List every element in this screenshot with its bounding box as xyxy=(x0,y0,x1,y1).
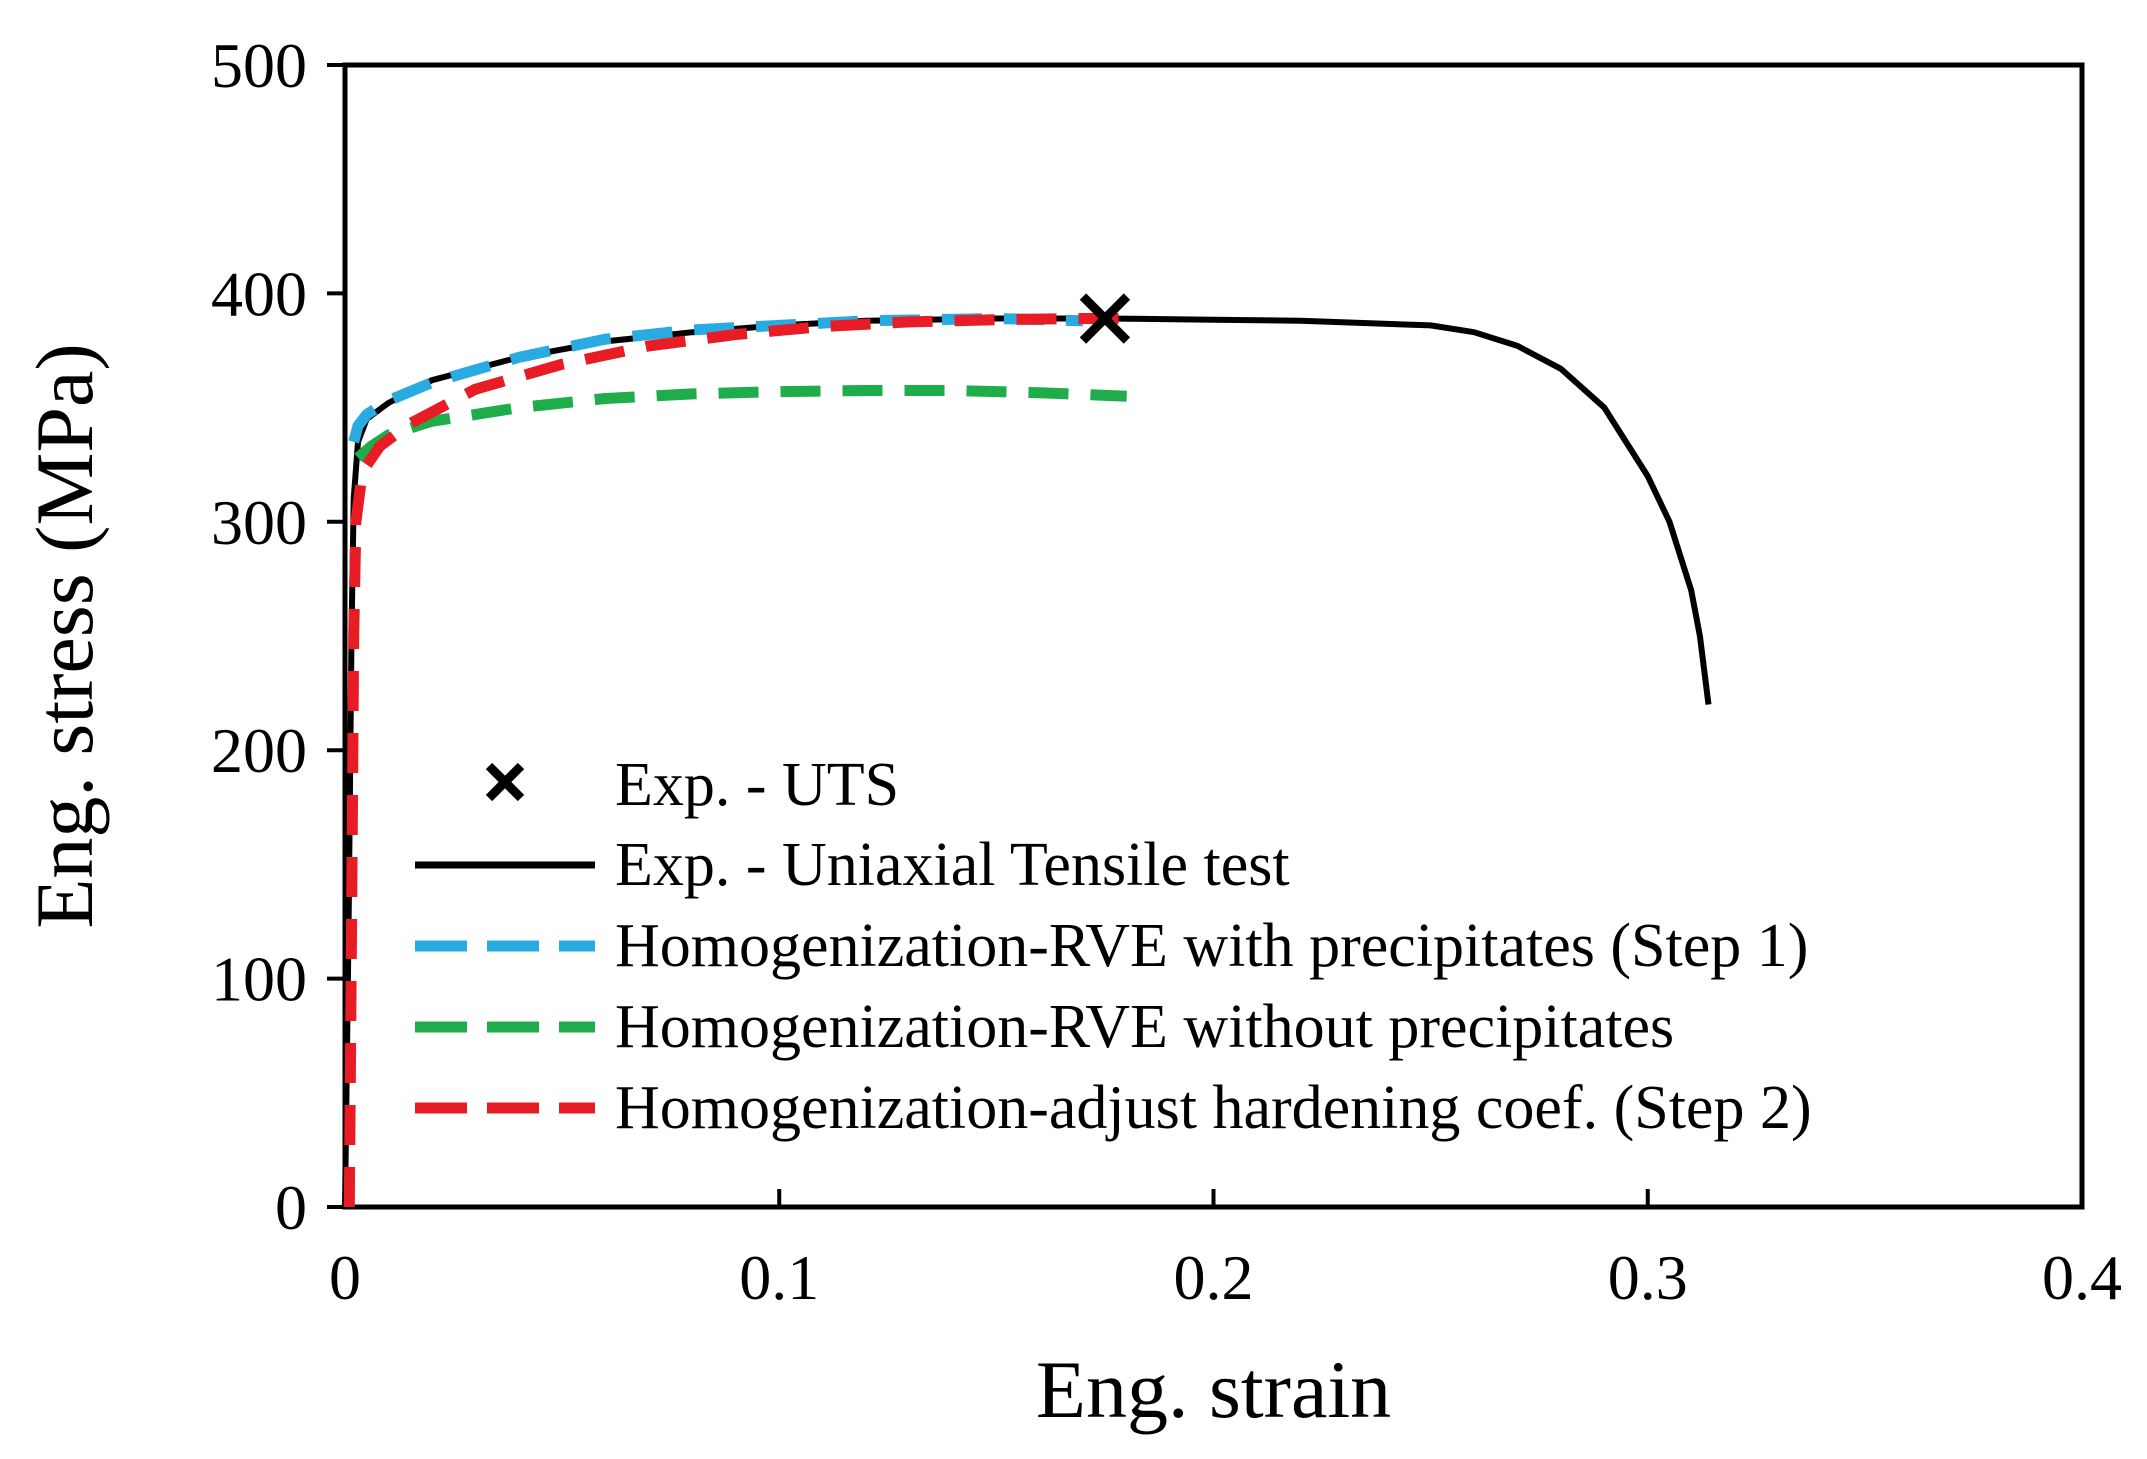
y-tick-label: 200 xyxy=(211,715,307,786)
x-tick-label: 0 xyxy=(329,1242,361,1313)
legend-label-name: Exp. - Uniaxial Tensile test xyxy=(615,831,1290,899)
legend-label-name: Homogenization-RVE with precipitates xyxy=(615,912,1595,980)
legend-label: Exp. - Uniaxial Tensile test xyxy=(615,831,1290,899)
x-tick-label: 0.1 xyxy=(739,1242,819,1313)
series-homogenization-rve-without-precipitates-line xyxy=(354,385,1127,462)
x-tick-label: 0.2 xyxy=(1174,1242,1254,1313)
legend-item-homogenization-rve-without-precipitates: Homogenization-RVE without precipitates xyxy=(415,993,1674,1061)
legend-item-homogenization-rve-with-precipitates: Homogenization-RVE with precipitates (St… xyxy=(415,912,1808,980)
legend-label: Homogenization-adjust hardening coef. (S… xyxy=(615,1074,1812,1142)
legend-label-name: Exp. - UTS xyxy=(615,751,899,819)
x-tick-label: 0.3 xyxy=(1608,1242,1688,1313)
legend-label-name: Homogenization-RVE without precipitates xyxy=(615,993,1674,1061)
y-tick-label: 500 xyxy=(211,30,307,101)
y-tick-label: 400 xyxy=(211,258,307,329)
y-tick-label: 0 xyxy=(275,1172,307,1243)
legend-uts-marker xyxy=(485,762,525,802)
series-homogenization-adjust-hardening-coef-line xyxy=(343,313,1127,1208)
y-axis-title: Eng. stress (MPa) xyxy=(19,343,110,928)
legend-label: Exp. - UTS xyxy=(615,751,899,819)
x-tick-label: 0.4 xyxy=(2042,1242,2122,1313)
y-tick-label: 300 xyxy=(211,487,307,558)
legend-item-exp-uts: Exp. - UTS xyxy=(485,751,899,819)
x-axis-title: Eng. strain xyxy=(1036,1344,1391,1435)
legend-item-exp-uniaxial-tensile-test: Exp. - Uniaxial Tensile test xyxy=(415,831,1290,899)
series-homogenization-rve-with-precipitates-line xyxy=(348,313,1084,444)
legend-label: Homogenization-RVE with precipitates (St… xyxy=(615,912,1808,980)
legend-item-homogenization-adjust-hardening-coef: Homogenization-adjust hardening coef. (S… xyxy=(415,1074,1812,1142)
uts-marker xyxy=(1079,293,1131,344)
legend-label: Homogenization-RVE without precipitates xyxy=(615,993,1674,1061)
legend-label-step: (Step 2) xyxy=(1598,1074,1812,1142)
y-tick-label: 100 xyxy=(211,944,307,1015)
legend-label-name: Homogenization-adjust hardening coef. xyxy=(615,1074,1598,1142)
legend-label-step: (Step 1) xyxy=(1595,912,1809,980)
